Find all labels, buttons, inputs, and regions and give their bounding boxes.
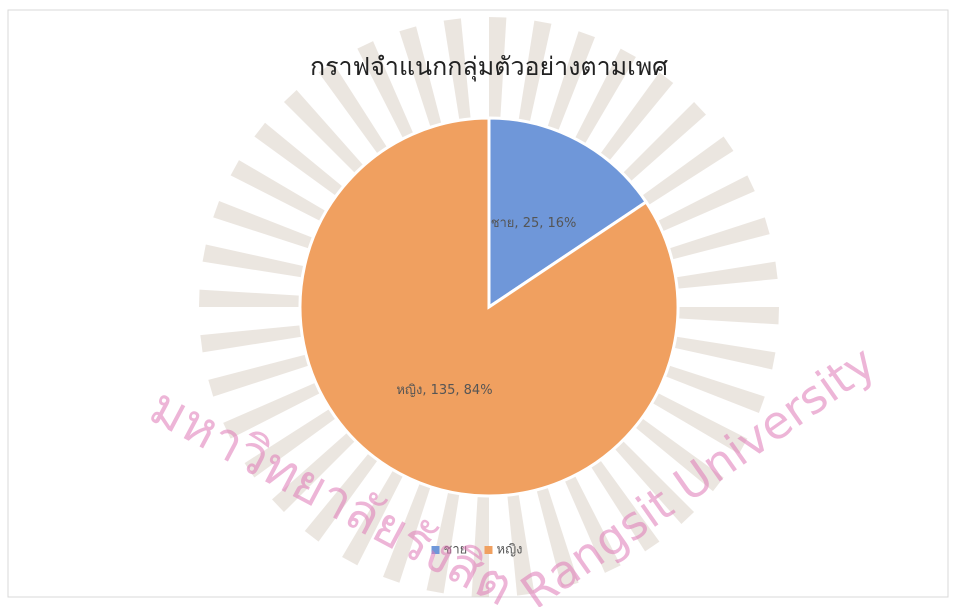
pie-slice: [487, 116, 649, 310]
data-label: ชาย, 25, 16%: [491, 216, 577, 231]
legend-swatch: [484, 546, 493, 554]
pie-slice: [298, 116, 680, 498]
pie: [298, 116, 680, 498]
chart-title: กราฟจำแนกกลุ่มตัวอย่างตามเพศ: [310, 52, 668, 82]
legend: ชาย หญิง: [431, 543, 523, 558]
legend-label: หญิง: [497, 543, 523, 558]
data-labels: ชาย, 25, 16% หญิง, 135, 84%: [396, 216, 576, 398]
data-label: หญิง, 135, 84%: [396, 383, 492, 398]
legend-swatch: [431, 546, 440, 554]
legend-label: ชาย: [444, 543, 468, 558]
